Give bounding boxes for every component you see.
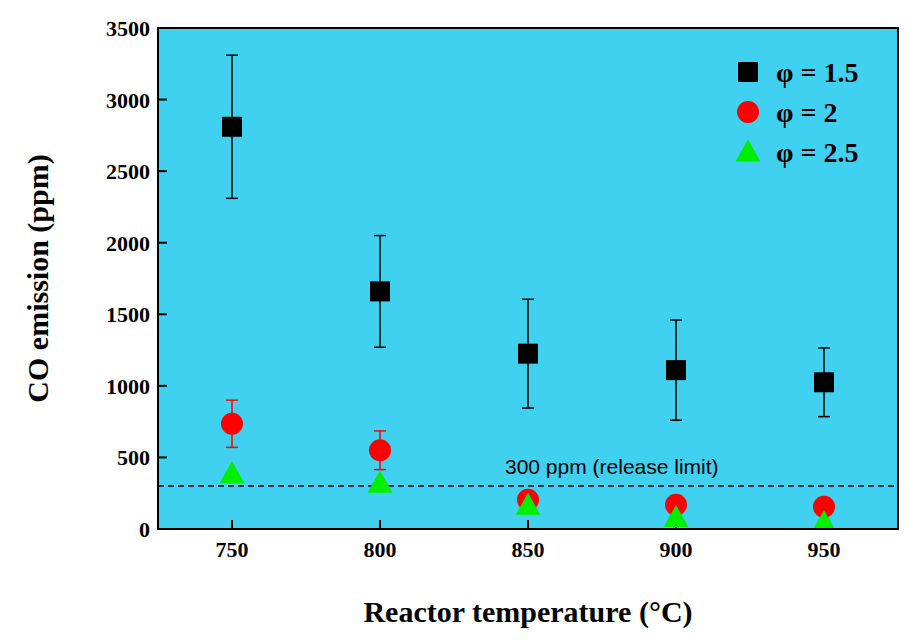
series (220, 461, 837, 529)
x-tick-label: 800 (364, 537, 397, 562)
error-bar-cap (374, 235, 386, 237)
y-tick (158, 170, 167, 172)
error-bar-cap (522, 299, 534, 301)
point (516, 493, 541, 515)
legend-marker (737, 101, 759, 123)
legend-label: φ = 2.5 (776, 137, 858, 168)
y-tick (158, 242, 167, 244)
error-bar-cap (670, 319, 682, 321)
point (220, 461, 245, 483)
error-bar-cap (522, 407, 534, 409)
y-tick (158, 456, 167, 458)
point (370, 281, 390, 301)
x-tick-label: 750 (216, 537, 249, 562)
data-marks (220, 55, 837, 529)
legend-label: φ = 1.5 (776, 57, 858, 88)
point (666, 360, 686, 380)
error-bar-cap (226, 198, 238, 200)
y-tick-label: 500 (117, 445, 150, 470)
error-bar-cap (374, 469, 386, 471)
legend-marker (738, 62, 758, 82)
error-bar-cap (374, 430, 386, 432)
point (221, 413, 243, 435)
y-tick-label: 1500 (106, 302, 150, 327)
annotation-lines (158, 486, 898, 487)
legend-label: φ = 2 (776, 97, 837, 128)
x-tick (527, 520, 529, 529)
y-tick-label: 3000 (106, 88, 150, 113)
y-tick-label: 2500 (106, 159, 150, 184)
y-tick (158, 99, 167, 101)
y-tick-label: 1000 (106, 374, 150, 399)
error-bar-cap (226, 54, 238, 56)
error-bar-cap (670, 419, 682, 421)
legend-marker (736, 139, 761, 161)
error-bar-cap (374, 346, 386, 348)
point (222, 117, 242, 137)
x-tick-label: 900 (660, 537, 693, 562)
y-axis-title: CO emission (ppm) (21, 154, 55, 402)
y-tick-label: 0 (139, 517, 150, 542)
error-bar-cap (818, 347, 830, 349)
plot-background (158, 28, 898, 529)
series (221, 400, 835, 518)
y-tick (158, 313, 167, 315)
chart: 750 800 850 900 950 0 500 1000 1500 2000 2500 3000 3… (0, 0, 908, 642)
error-bar-cap (226, 447, 238, 449)
error-bar-cap (226, 399, 238, 401)
x-tick (379, 520, 381, 529)
y-tick-label: 3500 (106, 16, 150, 41)
legend: φ = 1.5 φ = 2 φ = 2.5 (736, 57, 859, 168)
x-axis-title: Reactor temperature (°C) (363, 595, 692, 629)
error-bar-cap (818, 416, 830, 418)
x-tick-label: 850 (512, 537, 545, 562)
y-tick (158, 385, 167, 387)
x-tick-label: 950 (808, 537, 841, 562)
y-tick-label: 2000 (106, 231, 150, 256)
annotation-label: 300 ppm (release limit) (505, 455, 719, 478)
point (814, 372, 834, 392)
point (664, 505, 689, 527)
point (812, 510, 837, 529)
point (369, 439, 391, 461)
x-tick (231, 520, 233, 529)
reference-line (158, 485, 898, 487)
point (518, 344, 538, 364)
series (222, 55, 834, 420)
point (368, 471, 393, 493)
plot-frame (158, 28, 898, 529)
